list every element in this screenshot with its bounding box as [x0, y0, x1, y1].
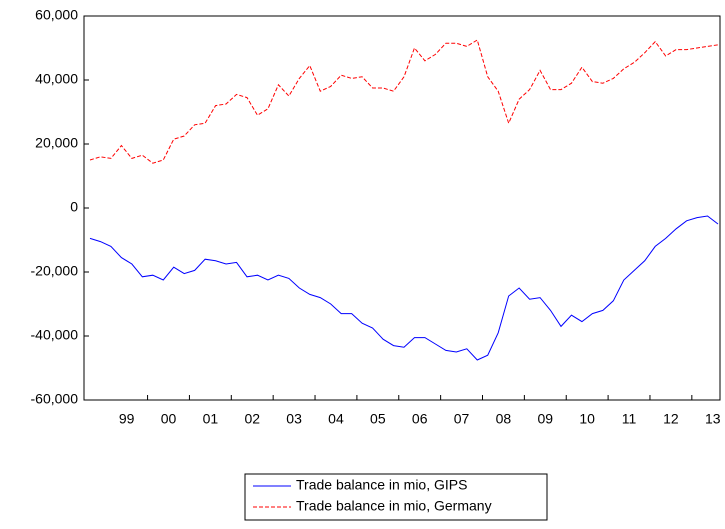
y-tick-label: -40,000 — [31, 327, 79, 343]
x-tick-label: 13 — [705, 411, 721, 427]
x-tick-label: 03 — [286, 411, 302, 427]
x-tick-label: 10 — [579, 411, 595, 427]
y-tick-label: 0 — [70, 199, 78, 215]
legend-box — [244, 473, 548, 521]
y-tick-label: 20,000 — [35, 135, 78, 151]
y-tick-label: -60,000 — [31, 391, 79, 407]
x-tick-label: 12 — [663, 411, 679, 427]
legend-label: Trade balance in mio, Germany — [296, 498, 492, 514]
series-line — [89, 215, 719, 361]
x-tick-label: 05 — [370, 411, 386, 427]
x-tick-label: 09 — [538, 411, 554, 427]
x-tick-label: 06 — [412, 411, 428, 427]
x-tick-label: 00 — [161, 411, 177, 427]
x-tick-label: 02 — [244, 411, 260, 427]
y-tick-label: 40,000 — [35, 71, 78, 87]
x-tick-label: 01 — [203, 411, 219, 427]
plot-frame — [83, 15, 721, 401]
x-tick-label: 04 — [328, 411, 344, 427]
x-tick-label: 99 — [119, 411, 135, 427]
y-tick-label: -20,000 — [31, 263, 79, 279]
y-tick-label: 60,000 — [35, 7, 78, 23]
x-tick-label: 07 — [454, 411, 470, 427]
series-line — [89, 39, 719, 164]
x-tick-label: 11 — [622, 411, 637, 427]
legend-label: Trade balance in mio, GIPS — [296, 477, 467, 493]
x-tick-label: 08 — [496, 411, 512, 427]
